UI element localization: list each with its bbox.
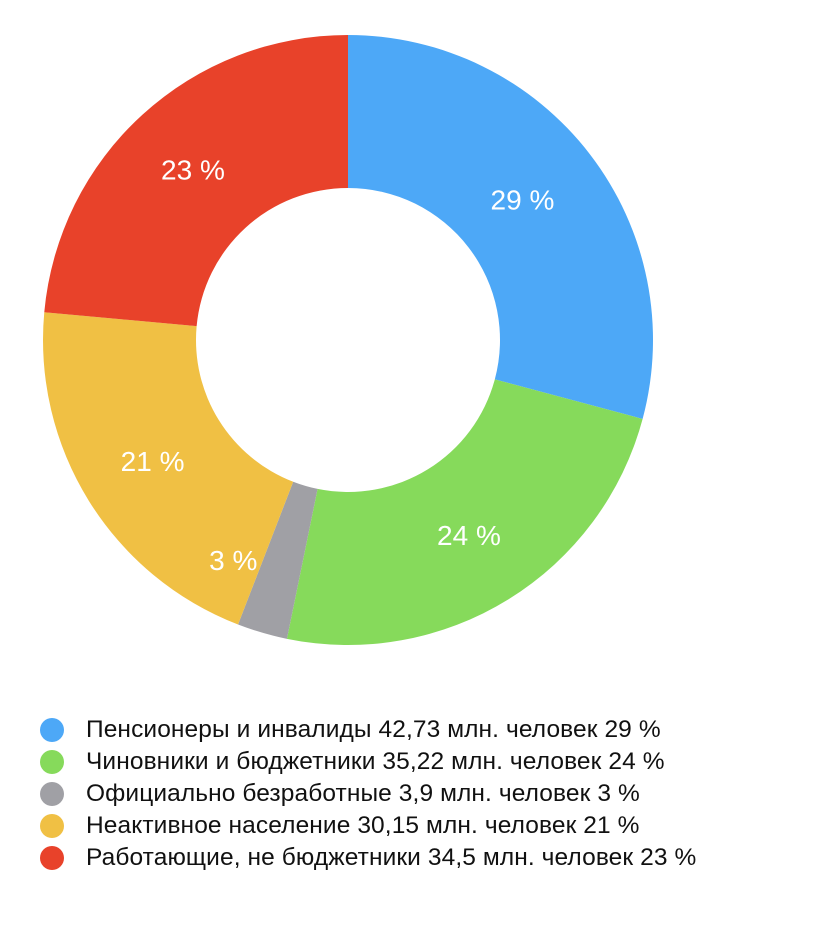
pie-slice-3 <box>238 481 318 639</box>
slice-label-4: 21 % <box>121 446 185 477</box>
pie-slice-1 <box>348 35 653 419</box>
legend-swatch <box>40 814 64 838</box>
donut-chart: 29 % 24 % 3 % 21 % 23 % <box>42 35 653 645</box>
chart-legend: Пенсионеры и инвалиды 42,73 млн. человек… <box>40 714 696 874</box>
pie-slice-2 <box>286 379 643 645</box>
legend-label: Официально безработные 3,9 млн. человек … <box>86 780 640 807</box>
legend-swatch <box>40 718 64 742</box>
legend-swatch <box>40 782 64 806</box>
legend-label: Работающие, не бюджетники 34,5 млн. чело… <box>86 844 697 871</box>
slice-label-5: 23 % <box>161 155 225 186</box>
legend-item: Официально безработные 3,9 млн. человек … <box>40 778 696 810</box>
pie-slice-5 <box>44 35 349 327</box>
slice-label-1: 29 % <box>491 184 555 215</box>
legend-swatch <box>40 750 64 774</box>
pie-slice-4 <box>42 312 294 625</box>
legend-label: Неактивное население 30,15 млн. человек … <box>86 812 640 839</box>
legend-item: Неактивное население 30,15 млн. человек … <box>40 810 696 842</box>
slice-label-2: 24 % <box>437 520 501 551</box>
legend-label: Чиновники и бюджетники 35,22 млн. челове… <box>86 748 665 775</box>
legend-item: Чиновники и бюджетники 35,22 млн. челове… <box>40 746 696 778</box>
legend-item: Работающие, не бюджетники 34,5 млн. чело… <box>40 842 696 874</box>
legend-label: Пенсионеры и инвалиды 42,73 млн. человек… <box>86 716 661 743</box>
slice-label-3: 3 % <box>209 545 257 576</box>
legend-item: Пенсионеры и инвалиды 42,73 млн. человек… <box>40 714 696 746</box>
legend-swatch <box>40 846 64 870</box>
